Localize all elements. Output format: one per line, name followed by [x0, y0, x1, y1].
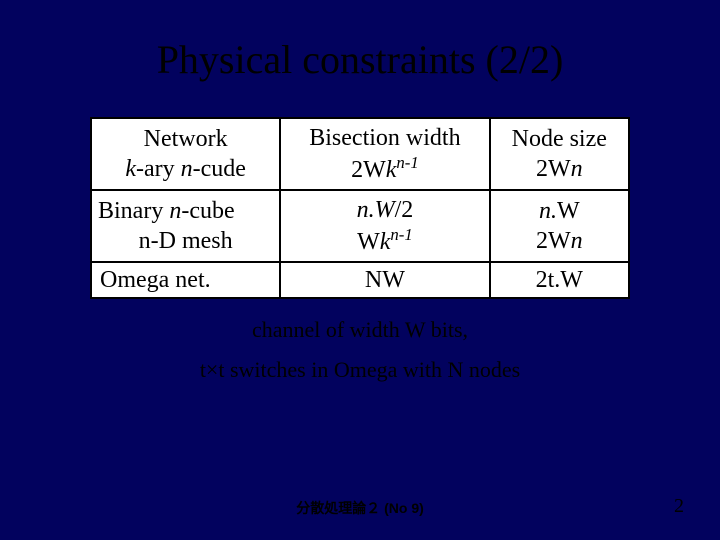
text: Binary n-cube — [98, 196, 273, 226]
footer-text: 分散処理論２ (No 9) — [0, 498, 720, 518]
table-row: Omega net. NW 2t.W — [91, 262, 629, 298]
caption-line-2: t×t switches in Omega with N nodes — [0, 357, 720, 383]
cell-bisection-3: NW — [280, 262, 489, 298]
cell-omega: Omega net. — [91, 262, 280, 298]
text: Wkn-1 — [287, 225, 482, 257]
page-number: 2 — [674, 495, 684, 518]
slide: Physical constraints (2/2) Network k-ary… — [0, 0, 720, 540]
text: n.W — [497, 196, 622, 226]
text: Network — [98, 124, 273, 154]
cell-nodesize-2: n.W 2Wn — [490, 190, 629, 262]
cell-bisection-2: n.W/2 Wkn-1 — [280, 190, 489, 262]
table: Network k-ary n-cude Bisection width 2Wk… — [90, 117, 630, 299]
slide-title: Physical constraints (2/2) — [0, 0, 720, 83]
text: 2Wn — [497, 154, 622, 184]
text: Node size — [497, 124, 622, 154]
text: 2Wn — [497, 226, 622, 256]
text: k-ary n-cude — [98, 154, 273, 184]
constraints-table: Network k-ary n-cude Bisection width 2Wk… — [90, 117, 630, 299]
text: n.W/2 — [287, 195, 482, 225]
caption-line-1: channel of width W bits, — [0, 317, 720, 343]
cell-nodesize-header: Node size 2Wn — [490, 118, 629, 190]
text: 2Wkn-1 — [287, 153, 482, 185]
cell-binary-ncube: Binary n-cube n-D mesh — [91, 190, 280, 262]
text: Bisection width — [287, 123, 482, 153]
cell-nodesize-3: 2t.W — [490, 262, 629, 298]
cell-bisection-header: Bisection width 2Wkn-1 — [280, 118, 489, 190]
table-row: Network k-ary n-cude Bisection width 2Wk… — [91, 118, 629, 190]
text: n-D mesh — [98, 226, 273, 256]
cell-network-header: Network k-ary n-cude — [91, 118, 280, 190]
table-row: Binary n-cube n-D mesh n.W/2 Wkn-1 n.W — [91, 190, 629, 262]
